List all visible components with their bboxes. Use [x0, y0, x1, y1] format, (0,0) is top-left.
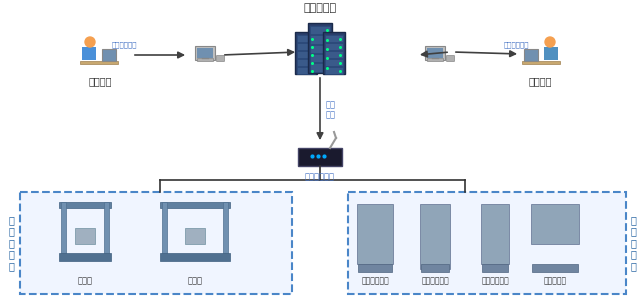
Text: 沥
青
试
验
室: 沥 青 试 验 室: [630, 215, 636, 271]
FancyBboxPatch shape: [531, 204, 579, 244]
FancyBboxPatch shape: [325, 43, 343, 50]
FancyBboxPatch shape: [80, 61, 118, 64]
FancyBboxPatch shape: [358, 264, 392, 272]
FancyBboxPatch shape: [216, 56, 225, 62]
FancyBboxPatch shape: [160, 202, 230, 208]
FancyBboxPatch shape: [348, 192, 626, 294]
FancyBboxPatch shape: [310, 45, 330, 53]
FancyBboxPatch shape: [308, 23, 332, 73]
Text: 力
学
试
验
室: 力 学 试 验 室: [8, 215, 14, 271]
FancyBboxPatch shape: [195, 46, 215, 60]
FancyBboxPatch shape: [162, 202, 167, 254]
Text: 针入度测定仪: 针入度测定仪: [421, 276, 449, 285]
FancyBboxPatch shape: [197, 48, 213, 58]
FancyBboxPatch shape: [61, 202, 66, 254]
Text: 压力机: 压力机: [77, 276, 93, 285]
FancyBboxPatch shape: [297, 67, 315, 74]
FancyBboxPatch shape: [297, 35, 315, 42]
FancyBboxPatch shape: [310, 54, 330, 62]
FancyBboxPatch shape: [544, 47, 558, 60]
FancyBboxPatch shape: [481, 204, 509, 264]
FancyBboxPatch shape: [325, 51, 343, 58]
FancyBboxPatch shape: [427, 58, 443, 61]
FancyBboxPatch shape: [75, 228, 95, 244]
FancyBboxPatch shape: [59, 253, 111, 261]
FancyBboxPatch shape: [104, 202, 109, 254]
FancyBboxPatch shape: [102, 49, 116, 61]
FancyBboxPatch shape: [323, 32, 345, 74]
FancyBboxPatch shape: [223, 202, 228, 254]
FancyBboxPatch shape: [427, 48, 443, 58]
FancyBboxPatch shape: [82, 47, 96, 60]
FancyBboxPatch shape: [425, 46, 445, 60]
FancyBboxPatch shape: [447, 56, 454, 62]
Circle shape: [545, 37, 555, 47]
FancyBboxPatch shape: [524, 49, 538, 61]
FancyBboxPatch shape: [297, 51, 315, 58]
Text: 管理人员: 管理人员: [88, 76, 112, 86]
FancyBboxPatch shape: [325, 67, 343, 74]
FancyBboxPatch shape: [297, 59, 315, 66]
FancyBboxPatch shape: [20, 192, 292, 294]
FancyBboxPatch shape: [310, 63, 330, 72]
Text: 试验人员: 试验人员: [528, 76, 552, 86]
Text: 万能机: 万能机: [188, 276, 202, 285]
Circle shape: [85, 37, 95, 47]
Text: 网络
传输: 网络 传输: [326, 100, 336, 120]
Text: 服务器平台: 服务器平台: [303, 3, 337, 13]
FancyBboxPatch shape: [310, 26, 330, 34]
FancyBboxPatch shape: [420, 204, 450, 269]
FancyBboxPatch shape: [325, 59, 343, 66]
FancyBboxPatch shape: [357, 204, 393, 264]
FancyBboxPatch shape: [310, 35, 330, 44]
FancyBboxPatch shape: [421, 264, 449, 272]
FancyBboxPatch shape: [197, 58, 213, 61]
FancyBboxPatch shape: [59, 202, 111, 208]
Text: 试验数据查看: 试验数据查看: [503, 41, 529, 48]
FancyBboxPatch shape: [298, 148, 342, 166]
FancyBboxPatch shape: [532, 264, 578, 272]
FancyBboxPatch shape: [482, 264, 508, 272]
FancyBboxPatch shape: [325, 35, 343, 42]
Text: 数据实时采集: 数据实时采集: [305, 172, 335, 181]
FancyBboxPatch shape: [522, 61, 560, 64]
Text: 试验数据查看: 试验数据查看: [111, 41, 137, 48]
Text: 延度测定仪: 延度测定仪: [543, 276, 566, 285]
FancyBboxPatch shape: [160, 253, 230, 261]
Text: 软化点测定仪: 软化点测定仪: [481, 276, 509, 285]
Text: 马歇尔测定仪: 马歇尔测定仪: [361, 276, 389, 285]
FancyBboxPatch shape: [297, 43, 315, 50]
FancyBboxPatch shape: [185, 228, 205, 244]
FancyBboxPatch shape: [295, 32, 317, 74]
